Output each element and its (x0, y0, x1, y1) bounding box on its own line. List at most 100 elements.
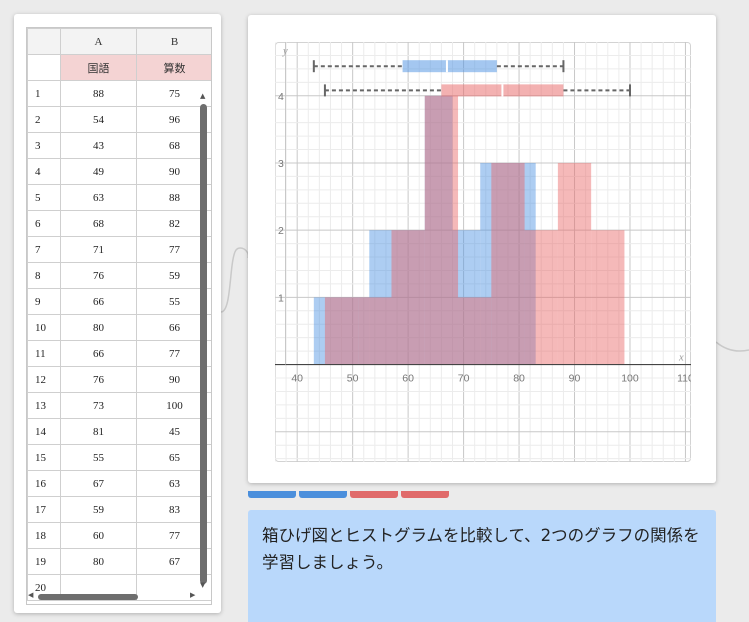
cell-sansu[interactable]: 90 (136, 366, 211, 393)
cell-kokugo[interactable]: 80 (60, 314, 137, 341)
column-header-b[interactable]: B (136, 28, 211, 55)
cell-kokugo[interactable]: 88 (60, 80, 137, 107)
row-number[interactable]: 9 (27, 288, 61, 315)
cell-kokugo[interactable]: 71 (60, 236, 137, 263)
scroll-right-arrow-icon[interactable]: ▶ (190, 591, 196, 599)
table-row: 13 73 100 (27, 392, 211, 419)
box-lower-red (441, 84, 503, 97)
row-number[interactable]: 8 (27, 262, 61, 289)
box-lower-blue (402, 60, 447, 73)
table-row: 14 81 45 (27, 418, 211, 445)
cell-sansu[interactable]: 82 (136, 210, 211, 237)
row-number[interactable]: 6 (27, 210, 61, 237)
row-number[interactable]: 2 (27, 106, 61, 133)
histogram-bar-blue (507, 162, 536, 365)
spreadsheet-panel: A B 国語 算数 1 88 75 2 54 96 3 43 68 4 49 90 5 63 88 6 68 82… (14, 14, 221, 613)
table-row: 5 63 88 (27, 184, 211, 211)
column-header-a[interactable]: A (60, 28, 137, 55)
cell-sansu[interactable] (136, 574, 211, 601)
table-row: 12 76 90 (27, 366, 211, 393)
histogram-bar-blue (313, 297, 342, 365)
x-tick-label: 90 (569, 373, 581, 385)
cell-kokugo[interactable]: 80 (60, 548, 137, 575)
histogram-bar-blue (452, 230, 481, 365)
histogram-bar-blue (480, 162, 508, 365)
cell-kokugo[interactable]: 66 (60, 288, 137, 315)
cell-sansu[interactable]: 100 (136, 392, 211, 419)
cell-kokugo[interactable]: 67 (60, 470, 137, 497)
table-row: 2 54 96 (27, 106, 211, 133)
histogram-bar-red (557, 162, 592, 365)
histogram-bar-red (358, 297, 392, 365)
scroll-down-arrow-icon[interactable]: ▼ (200, 581, 206, 589)
cell-kokugo[interactable]: 49 (60, 158, 137, 185)
row-number[interactable]: 3 (27, 132, 61, 159)
cell-sansu[interactable]: 59 (136, 262, 211, 289)
histogram-bar-red (524, 230, 558, 365)
y-axis-label: y (282, 46, 288, 57)
row-number[interactable]: 5 (27, 184, 61, 211)
table-row: 6 68 82 (27, 210, 211, 237)
cell-kokugo[interactable]: 55 (60, 444, 137, 471)
histogram-bar-red (591, 230, 625, 365)
column-header-row: A B (27, 28, 211, 55)
box-upper-red (502, 84, 564, 97)
x-tick-label: 70 (458, 373, 470, 385)
cell-sansu[interactable]: 96 (136, 106, 211, 133)
field-header-row: 国語 算数 (27, 54, 211, 81)
cell-kokugo[interactable]: 43 (60, 132, 137, 159)
tab-red-2[interactable] (401, 491, 449, 498)
y-tick-label: 1 (278, 292, 284, 304)
row-number[interactable]: 16 (27, 470, 61, 497)
cell-kokugo[interactable]: 66 (60, 340, 137, 367)
cell-sansu[interactable]: 75 (136, 80, 211, 107)
table-row: 15 55 65 (27, 444, 211, 471)
horizontal-scrollbar[interactable] (38, 594, 138, 600)
cell-kokugo[interactable]: 73 (60, 392, 137, 419)
cell-kokugo[interactable]: 76 (60, 366, 137, 393)
field-header-kokugo[interactable]: 国語 (60, 54, 137, 81)
table-row: 19 80 67 (27, 548, 211, 575)
cell-kokugo[interactable]: 54 (60, 106, 137, 133)
row-number[interactable]: 7 (27, 236, 61, 263)
tab-blue-1[interactable] (248, 491, 296, 498)
row-number[interactable]: 4 (27, 158, 61, 185)
histogram-boxplot-chart[interactable]: 40 50 60 70 80 90 100 110 1 2 3 4 x y (275, 42, 691, 462)
row-number[interactable]: 14 (27, 418, 61, 445)
row-number[interactable]: 15 (27, 444, 61, 471)
tab-blue-2[interactable] (299, 491, 347, 498)
cell-kokugo[interactable]: 68 (60, 210, 137, 237)
cell-kokugo[interactable]: 59 (60, 496, 137, 523)
note-panel: 箱ひげ図とヒストグラムを比較して、2つのグラフの関係を学習しましょう。 (248, 510, 716, 622)
cell-sansu[interactable]: 77 (136, 522, 211, 549)
field-header-sansu[interactable]: 算数 (136, 54, 211, 81)
row-number[interactable]: 11 (27, 340, 61, 367)
cell-sansu[interactable]: 63 (136, 470, 211, 497)
cell-sansu[interactable]: 55 (136, 288, 211, 315)
table-row: 4 49 90 (27, 158, 211, 185)
row-number[interactable]: 13 (27, 392, 61, 419)
cell-sansu[interactable]: 77 (136, 236, 211, 263)
box-upper-blue (446, 60, 497, 73)
cell-kokugo[interactable]: 63 (60, 184, 137, 211)
scroll-up-arrow-icon[interactable]: ▲ (200, 92, 206, 100)
scroll-left-arrow-icon[interactable]: ◀ (28, 591, 34, 599)
cell-kokugo[interactable]: 76 (60, 262, 137, 289)
cell-sansu[interactable]: 66 (136, 314, 211, 341)
cell-kokugo[interactable]: 81 (60, 418, 137, 445)
histogram-bar-red (458, 297, 492, 365)
table-row: 18 60 77 (27, 522, 211, 549)
vertical-scrollbar[interactable] (200, 104, 207, 584)
table-row: 10 80 66 (27, 314, 211, 341)
row-number[interactable]: 18 (27, 522, 61, 549)
row-number[interactable]: 1 (27, 80, 61, 107)
tab-red-1[interactable] (350, 491, 398, 498)
cell-kokugo[interactable]: 60 (60, 522, 137, 549)
note-text: 箱ひげ図とヒストグラムを比較して、2つのグラフの関係を学習しましょう。 (262, 526, 700, 572)
row-number[interactable]: 12 (27, 366, 61, 393)
row-number[interactable]: 10 (27, 314, 61, 341)
cell-sansu[interactable]: 65 (136, 444, 211, 471)
row-number[interactable]: 17 (27, 496, 61, 523)
row-number[interactable]: 19 (27, 548, 61, 575)
cell-sansu[interactable]: 88 (136, 184, 211, 211)
